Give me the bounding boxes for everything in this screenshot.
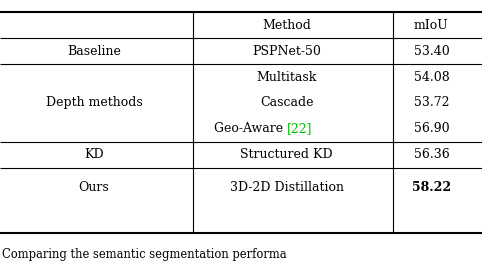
- Text: 54.08: 54.08: [414, 70, 449, 84]
- Text: Cascade: Cascade: [260, 97, 313, 109]
- Text: PSPNet-50: PSPNet-50: [253, 45, 321, 58]
- Text: Structured KD: Structured KD: [241, 148, 333, 161]
- Text: 53.40: 53.40: [414, 45, 449, 58]
- Text: Method: Method: [262, 19, 311, 32]
- Text: 3D-2D Distillation: 3D-2D Distillation: [230, 181, 344, 194]
- Text: Ours: Ours: [79, 181, 109, 194]
- Text: 53.72: 53.72: [414, 97, 449, 109]
- Text: mIoU: mIoU: [414, 19, 449, 32]
- Text: 56.36: 56.36: [414, 148, 449, 161]
- Text: Multitask: Multitask: [256, 70, 317, 84]
- Text: 56.90: 56.90: [414, 122, 449, 135]
- Text: Baseline: Baseline: [67, 45, 121, 58]
- Text: Depth methods: Depth methods: [46, 97, 142, 109]
- Text: Geo-Aware: Geo-Aware: [214, 122, 287, 135]
- Text: 58.22: 58.22: [412, 181, 451, 194]
- Text: Comparing the semantic segmentation performa: Comparing the semantic segmentation perf…: [2, 248, 287, 261]
- Text: KD: KD: [84, 148, 104, 161]
- Text: [22]: [22]: [287, 122, 312, 135]
